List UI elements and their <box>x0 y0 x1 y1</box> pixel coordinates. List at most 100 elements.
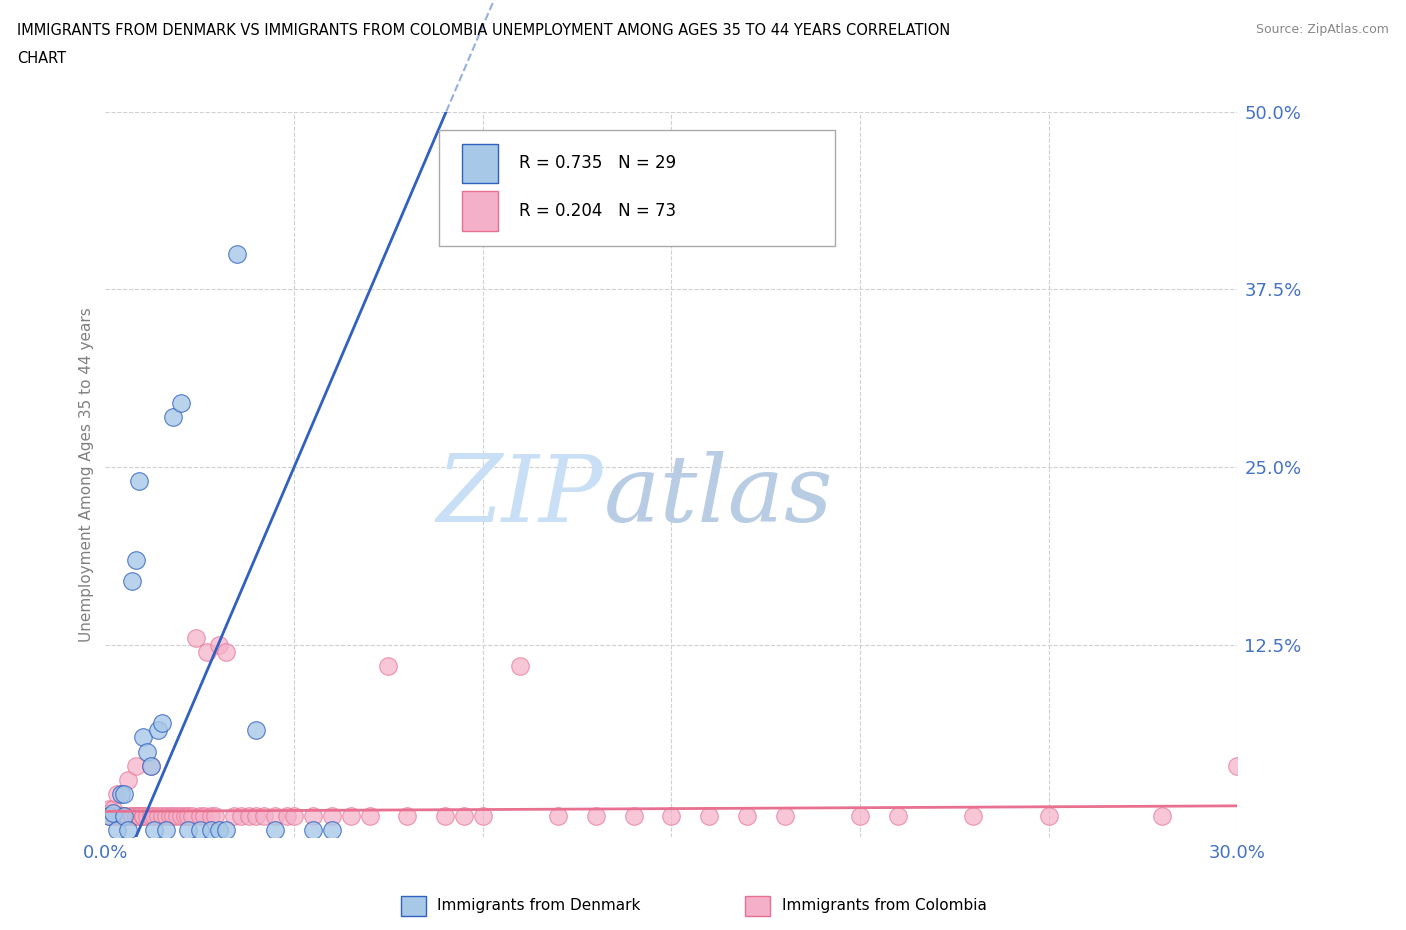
Point <box>148 723 170 737</box>
Point <box>136 808 159 823</box>
Point <box>128 808 150 823</box>
Text: ZIP: ZIP <box>437 451 603 541</box>
Point <box>697 808 720 823</box>
Point <box>1150 808 1173 823</box>
Point <box>105 808 128 823</box>
Point <box>1226 759 1249 774</box>
Point <box>200 822 222 837</box>
Point <box>339 808 361 823</box>
Point <box>735 808 758 823</box>
Point <box>276 808 298 823</box>
Point <box>887 808 910 823</box>
Point <box>98 801 121 816</box>
Point <box>170 808 193 823</box>
Point <box>264 808 287 823</box>
Point <box>773 808 796 823</box>
Point <box>101 805 124 820</box>
FancyBboxPatch shape <box>439 130 835 246</box>
Text: R = 0.735   N = 29: R = 0.735 N = 29 <box>519 154 676 172</box>
Point <box>139 759 162 774</box>
Text: Source: ZipAtlas.com: Source: ZipAtlas.com <box>1256 23 1389 36</box>
Point <box>509 658 531 673</box>
Point <box>471 808 494 823</box>
Point <box>139 759 162 774</box>
Point <box>121 808 143 823</box>
Point <box>226 246 249 261</box>
Point <box>215 644 238 659</box>
Point <box>112 808 135 823</box>
Point <box>112 787 135 802</box>
Point <box>661 808 683 823</box>
Point <box>547 808 569 823</box>
Point <box>112 808 135 823</box>
Point <box>204 808 226 823</box>
Point <box>195 644 218 659</box>
Point <box>231 808 253 823</box>
Point <box>849 808 872 823</box>
Point <box>132 808 155 823</box>
Point <box>166 808 188 823</box>
Point <box>117 822 139 837</box>
Point <box>215 822 238 837</box>
Point <box>253 808 276 823</box>
Text: atlas: atlas <box>603 451 832 541</box>
Point <box>188 822 211 837</box>
Point <box>124 759 146 774</box>
Point <box>321 808 343 823</box>
Point <box>585 808 607 823</box>
Point <box>181 808 204 823</box>
Point <box>245 808 267 823</box>
Point <box>128 808 150 823</box>
Text: R = 0.204   N = 73: R = 0.204 N = 73 <box>519 203 676 220</box>
Text: CHART: CHART <box>17 51 66 66</box>
Point <box>184 631 207 645</box>
Point <box>623 808 645 823</box>
Point <box>162 410 184 425</box>
Point <box>105 822 128 837</box>
Text: Immigrants from Denmark: Immigrants from Denmark <box>437 898 641 913</box>
Point <box>162 808 184 823</box>
Point <box>105 787 128 802</box>
Point <box>208 822 231 837</box>
Bar <box>463 143 498 183</box>
Point <box>132 730 155 745</box>
Y-axis label: Unemployment Among Ages 35 to 44 years: Unemployment Among Ages 35 to 44 years <box>79 307 94 642</box>
Point <box>159 808 181 823</box>
Point <box>396 808 419 823</box>
Text: Immigrants from Colombia: Immigrants from Colombia <box>782 898 987 913</box>
Point <box>124 808 146 823</box>
Point <box>110 787 132 802</box>
Point <box>377 658 399 673</box>
Point <box>245 723 267 737</box>
Point <box>188 808 211 823</box>
Point <box>136 744 159 759</box>
Point <box>321 822 343 837</box>
Point <box>238 808 260 823</box>
Point <box>110 808 132 823</box>
Point <box>124 808 146 823</box>
Point <box>101 808 124 823</box>
Point <box>193 808 215 823</box>
Point <box>143 822 166 837</box>
Point <box>177 822 200 837</box>
Point <box>121 808 143 823</box>
Point <box>155 822 177 837</box>
Point <box>143 808 166 823</box>
Point <box>208 638 231 653</box>
Point <box>359 808 381 823</box>
Point <box>121 574 143 589</box>
Point <box>283 808 305 823</box>
Point <box>117 808 139 823</box>
Point <box>302 808 325 823</box>
Point <box>150 716 173 731</box>
Point <box>128 474 150 489</box>
Point <box>264 822 287 837</box>
Point <box>155 808 177 823</box>
Point <box>173 808 195 823</box>
Point <box>433 808 456 823</box>
Point <box>98 808 121 823</box>
Point <box>302 822 325 837</box>
Point <box>112 808 135 823</box>
Point <box>453 808 475 823</box>
Point <box>117 773 139 788</box>
